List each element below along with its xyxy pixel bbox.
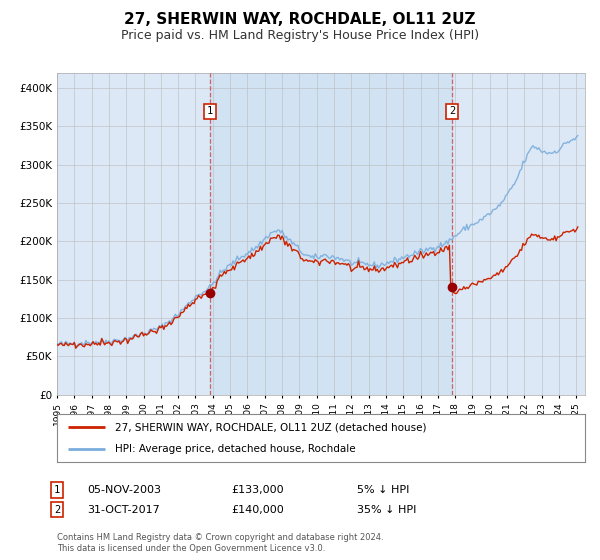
Text: HPI: Average price, detached house, Rochdale: HPI: Average price, detached house, Roch…	[115, 444, 356, 454]
Text: 31-OCT-2017: 31-OCT-2017	[87, 505, 160, 515]
Text: 27, SHERWIN WAY, ROCHDALE, OL11 2UZ (detached house): 27, SHERWIN WAY, ROCHDALE, OL11 2UZ (det…	[115, 422, 427, 432]
Text: 1: 1	[207, 106, 213, 116]
Text: 27, SHERWIN WAY, ROCHDALE, OL11 2UZ: 27, SHERWIN WAY, ROCHDALE, OL11 2UZ	[124, 12, 476, 27]
Text: Contains HM Land Registry data © Crown copyright and database right 2024.
This d: Contains HM Land Registry data © Crown c…	[57, 533, 383, 553]
Text: 05-NOV-2003: 05-NOV-2003	[87, 485, 161, 495]
Text: 5% ↓ HPI: 5% ↓ HPI	[357, 485, 409, 495]
Text: £140,000: £140,000	[231, 505, 284, 515]
Text: 2: 2	[54, 505, 60, 515]
Text: 35% ↓ HPI: 35% ↓ HPI	[357, 505, 416, 515]
Bar	[210, 73, 452, 395]
Text: £133,000: £133,000	[231, 485, 284, 495]
Text: 1: 1	[54, 485, 60, 495]
Text: Price paid vs. HM Land Registry's House Price Index (HPI): Price paid vs. HM Land Registry's House …	[121, 29, 479, 42]
Text: 2: 2	[449, 106, 455, 116]
